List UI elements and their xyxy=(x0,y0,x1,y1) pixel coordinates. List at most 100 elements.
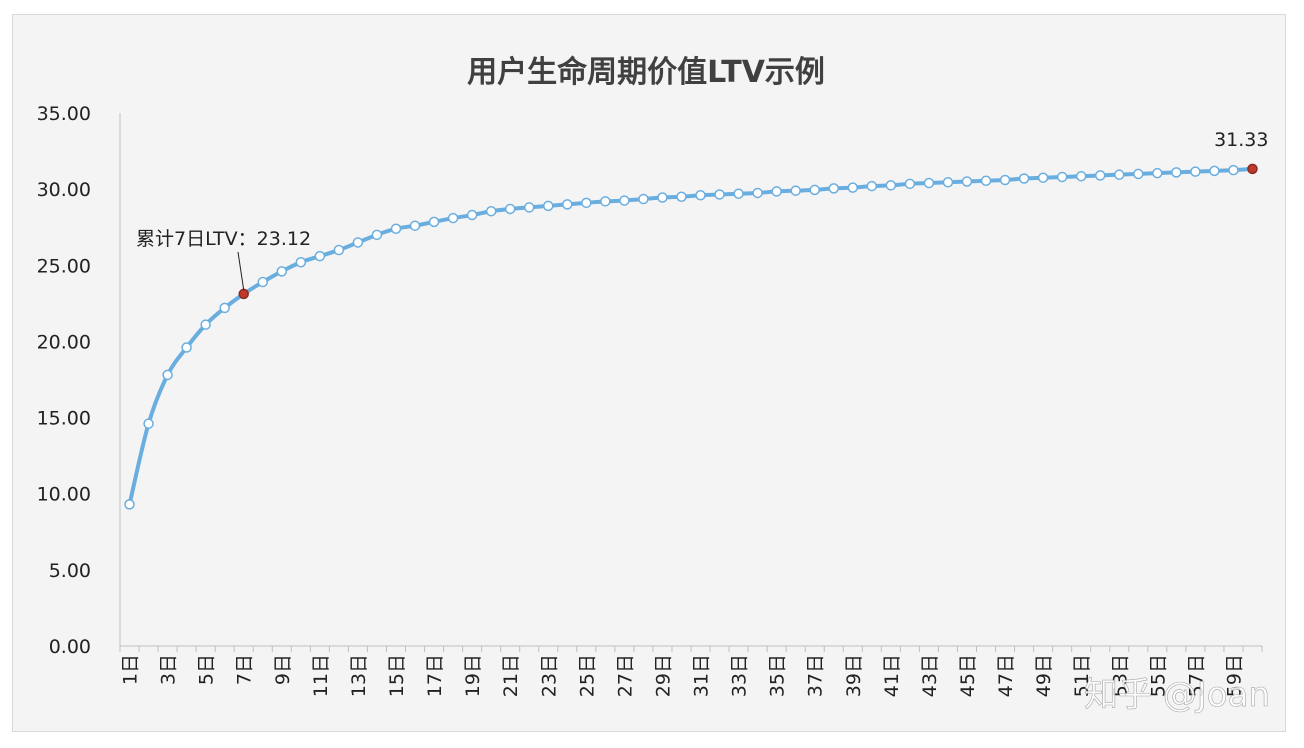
x-tick-label: 31日 xyxy=(691,654,713,697)
series-markers xyxy=(124,163,1258,510)
data-point xyxy=(485,205,497,217)
data-point xyxy=(543,200,554,212)
data-point xyxy=(428,216,440,228)
y-tick-label: 25.00 xyxy=(37,255,91,277)
x-tick-label: 11日 xyxy=(310,654,332,697)
x-tick-label: 33日 xyxy=(729,654,751,697)
highlight-point xyxy=(1247,163,1258,175)
x-tick-label: 39日 xyxy=(843,654,865,697)
data-point xyxy=(1075,170,1087,182)
chart-frame xyxy=(12,14,1286,732)
x-tick-label: 35日 xyxy=(767,654,789,697)
x-tick-label: 59日 xyxy=(1223,654,1245,697)
data-point xyxy=(733,188,744,199)
x-tick-label: 17日 xyxy=(424,654,446,697)
data-point xyxy=(1018,173,1030,184)
y-tick-label: 10.00 xyxy=(37,484,91,506)
data-point xyxy=(333,244,345,256)
y-tick-label: 35.00 xyxy=(37,103,91,125)
data-point xyxy=(885,180,897,191)
data-point xyxy=(1209,165,1220,177)
data-point xyxy=(276,266,288,277)
data-point xyxy=(961,176,973,187)
x-tick-label: 1日 xyxy=(120,654,142,685)
data-point xyxy=(162,369,173,381)
data-point xyxy=(1133,168,1144,180)
data-point xyxy=(980,175,992,187)
data-point xyxy=(409,220,421,231)
x-tick-label: 19日 xyxy=(462,654,484,697)
x-tick-label: 25日 xyxy=(576,654,598,697)
x-axis-ticks: 1日 3日 5日 7日 9日 11日 13日 15日 17日 19日 21日 23日 25日 27日 29日… xyxy=(119,646,1263,697)
x-tick-label: 47日 xyxy=(995,654,1017,697)
data-point xyxy=(676,191,687,203)
data-point xyxy=(1152,167,1163,179)
data-point xyxy=(219,302,230,314)
data-point xyxy=(619,195,630,206)
data-point xyxy=(999,174,1011,186)
annotations: 累计7日LTV：23.12 31.33 xyxy=(136,129,1268,290)
x-tick-label: 37日 xyxy=(805,654,827,697)
x-tick-label: 7日 xyxy=(234,654,256,685)
highlight-point xyxy=(238,288,249,300)
data-point xyxy=(562,199,573,210)
y-axis-ticks: 0.00 5.00 10.00 15.00 20.00 25.00 30.00 35.00 xyxy=(37,103,91,658)
annotation-day7-ltv: 累计7日LTV：23.12 xyxy=(136,228,311,250)
axes xyxy=(119,113,1262,647)
x-tick-label: 51日 xyxy=(1071,654,1093,697)
data-point xyxy=(466,209,478,221)
data-point xyxy=(942,177,954,188)
annotation-final-ltv: 31.33 xyxy=(1214,129,1268,151)
x-tick-label: 15日 xyxy=(386,654,408,697)
y-tick-label: 0.00 xyxy=(49,636,91,658)
data-point xyxy=(904,178,916,190)
data-point xyxy=(1171,167,1182,178)
x-tick-label: 41日 xyxy=(881,654,903,697)
data-point xyxy=(1190,166,1201,177)
data-point xyxy=(371,229,383,241)
data-point xyxy=(1094,170,1106,181)
y-tick-label: 5.00 xyxy=(49,560,91,582)
data-point xyxy=(181,342,192,353)
x-tick-label: 29日 xyxy=(652,654,674,697)
data-point xyxy=(200,319,211,330)
x-tick-label: 57日 xyxy=(1185,654,1207,697)
x-tick-label: 13日 xyxy=(348,654,370,697)
data-point xyxy=(257,276,268,288)
x-tick-label: 5日 xyxy=(196,654,218,685)
x-tick-label: 49日 xyxy=(1033,654,1055,697)
data-point xyxy=(923,177,935,189)
ltv-series-line xyxy=(127,166,1255,507)
data-point xyxy=(771,186,782,197)
annotation-leader-line xyxy=(237,251,245,290)
data-point xyxy=(1114,169,1125,180)
data-point xyxy=(752,187,763,199)
data-point xyxy=(828,183,839,194)
y-tick-label: 15.00 xyxy=(37,408,91,430)
y-tick-label: 30.00 xyxy=(37,179,91,201)
x-tick-label: 55日 xyxy=(1147,654,1169,697)
data-point xyxy=(143,418,154,429)
data-point xyxy=(1228,164,1239,176)
y-tick-label: 20.00 xyxy=(37,331,91,353)
data-point xyxy=(504,203,516,215)
data-point xyxy=(352,237,364,248)
x-tick-label: 9日 xyxy=(272,654,294,685)
data-point xyxy=(1056,171,1068,183)
data-point xyxy=(714,189,725,200)
x-tick-label: 27日 xyxy=(614,654,636,697)
watermark-text: 知乎 @Joan xyxy=(1084,675,1270,715)
data-point xyxy=(523,202,535,213)
data-point xyxy=(600,196,611,207)
data-point xyxy=(847,182,859,193)
data-point xyxy=(581,197,592,209)
data-point xyxy=(390,223,402,234)
data-point xyxy=(695,189,706,201)
x-tick-label: 45日 xyxy=(957,654,979,697)
chart-title: 用户生命周期价值LTV示例 xyxy=(467,55,825,90)
data-point xyxy=(657,192,668,203)
x-tick-label: 53日 xyxy=(1109,654,1131,697)
data-point xyxy=(1037,172,1049,183)
data-point xyxy=(447,212,459,224)
